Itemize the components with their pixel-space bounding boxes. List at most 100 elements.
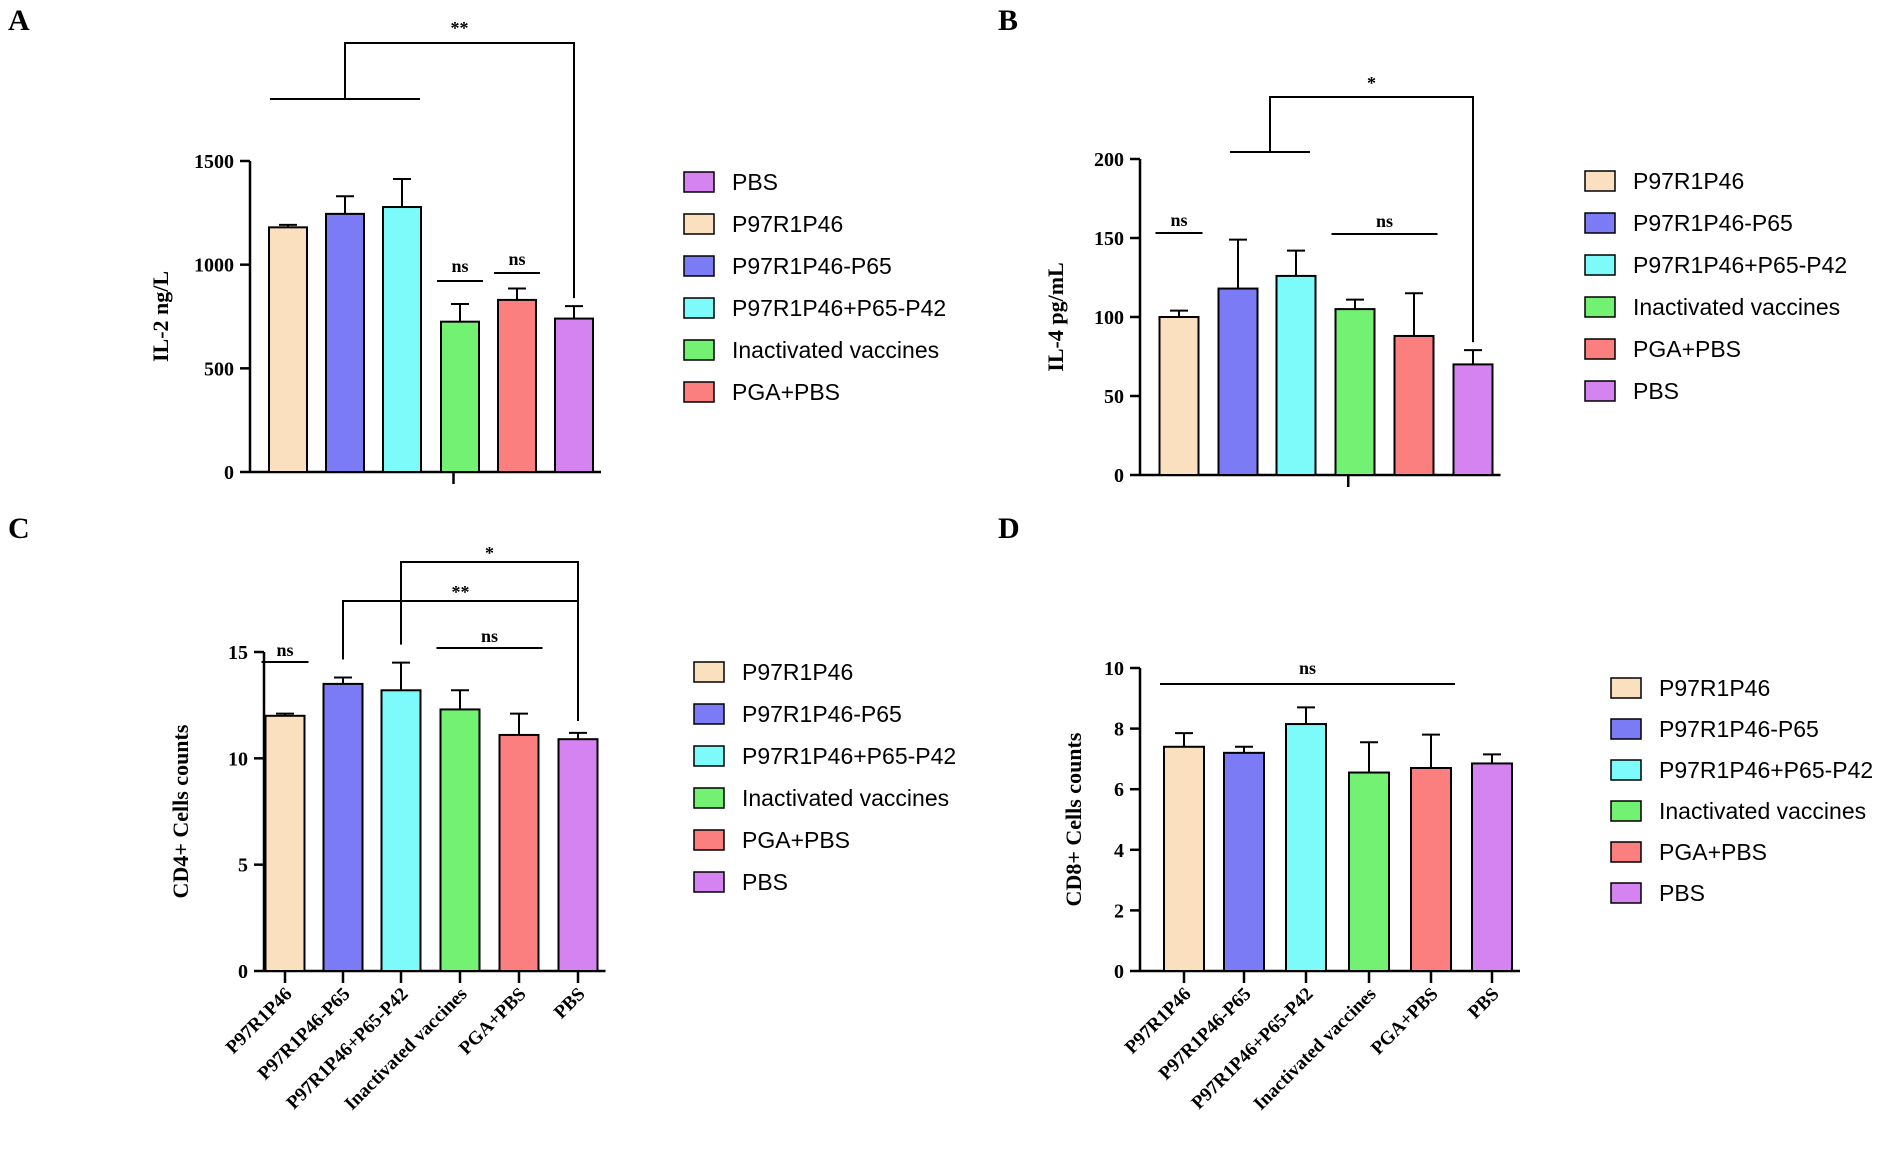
legend-label: P97R1P46+P65-P42 [742, 743, 956, 769]
panel-letter: B [998, 4, 1018, 37]
significance-label: ns [508, 249, 525, 269]
legend-label: PBS [1633, 378, 1679, 404]
legend-swatch-pga-pbs [683, 381, 715, 403]
legend-label: P97R1P46-P65 [1659, 716, 1819, 742]
y-tick-label: 100 [1094, 307, 1124, 329]
bar-pbs [1471, 762, 1513, 972]
legend-swatch-p97r1p46-p65 [683, 255, 715, 277]
bar-p97r1p46-p65-p42 [1275, 274, 1317, 477]
legend-swatch-p97r1p46 [1584, 170, 1616, 192]
x-tick-label: P97R1P46+P65-P42 [1188, 984, 1318, 1114]
legend-swatch-p97r1p46 [693, 661, 725, 683]
legend-swatch-inactivated-vaccines [1610, 800, 1642, 822]
panel-c: C 0 5 10 15 CD4+ Cells counts P97R1P46 P97R1P46… [8, 512, 956, 1115]
bar-inactivated-vaccines [440, 320, 480, 473]
significance-label: ns [1299, 658, 1316, 678]
legend-label: P97R1P46+P65-P42 [1659, 757, 1873, 783]
significance-bracket [1269, 96, 1474, 343]
bar-pbs [557, 738, 599, 973]
panel-d: D 0 2 4 6 8 10 CD8+ Cells counts P97R1P46 P97R1P4… [998, 512, 1873, 1115]
bar-p97r1p46-p65-p42 [380, 689, 422, 973]
significance-label: * [1367, 73, 1376, 93]
x-tick-label: PGA+PBS [1367, 984, 1443, 1060]
legend-swatch-p97r1p46-p65-p42 [1610, 759, 1642, 781]
legend-label: P97R1P46 [742, 659, 853, 685]
bar-p97r1p46-p65 [1223, 751, 1265, 973]
bar-p97r1p46 [1163, 745, 1205, 973]
y-tick-label: 50 [1104, 386, 1124, 408]
legend-swatch-p97r1p46-p65-p42 [693, 745, 725, 767]
legend-label: PGA+PBS [1633, 336, 1741, 362]
legend-label: Inactivated vaccines [742, 785, 949, 811]
significance-label: ** [452, 582, 470, 602]
legend-label: PGA+PBS [742, 827, 850, 853]
legend-swatch-pga-pbs [1610, 841, 1642, 863]
y-tick-label: 1000 [194, 255, 234, 277]
bar-p97r1p46 [264, 714, 306, 972]
y-axis-label: IL-2 ng/L [148, 271, 173, 362]
panel-b: B 0 50 100 150 200 IL-4 pg/mL ns ns * P97R1P46 P97R… [998, 4, 1847, 487]
legend-swatch-p97r1p46 [683, 213, 715, 235]
panel-letter: A [8, 4, 30, 37]
legend-swatch-p97r1p46-p65 [1584, 212, 1616, 234]
bar-p97r1p46-p65 [1217, 287, 1259, 476]
legend-label: P97R1P46 [1633, 168, 1744, 194]
legend-label: Inactivated vaccines [732, 337, 939, 363]
legend-swatch-pga-pbs [1584, 338, 1616, 360]
y-axis-label: IL-4 pg/mL [1043, 262, 1068, 371]
legend-label: P97R1P46+P65-P42 [732, 295, 946, 321]
bar-inactivated-vaccines [1348, 771, 1390, 972]
panel-letter: D [998, 512, 1020, 545]
legend-label: P97R1P46 [732, 211, 843, 237]
y-tick-label: 10 [228, 748, 248, 770]
panel-a: A 0 500 1000 1500 IL-2 ng/L ns ns ** PBS P97R1P46 P… [8, 4, 946, 484]
legend-label: PGA+PBS [1659, 839, 1767, 865]
y-tick-label: 0 [1114, 465, 1124, 487]
y-tick-label: 15 [228, 642, 248, 664]
bar-p97r1p46 [268, 226, 308, 473]
legend-swatch-inactivated-vaccines [683, 339, 715, 361]
x-tick-label: Inactivated vaccines [1250, 984, 1381, 1115]
bar-p97r1p46 [1158, 316, 1200, 476]
legend-swatch-pbs [1584, 380, 1616, 402]
panel-letter: C [8, 512, 30, 545]
y-tick-label: 0 [238, 961, 248, 983]
y-tick-label: 8 [1114, 719, 1124, 741]
legend-label: PBS [742, 869, 788, 895]
significance-label: ns [451, 256, 468, 276]
y-tick-label: 0 [224, 462, 234, 484]
legend-swatch-p97r1p46 [1610, 677, 1642, 699]
legend-label: P97R1P46-P65 [732, 253, 892, 279]
y-tick-label: 4 [1114, 840, 1124, 862]
significance-label: ** [451, 18, 469, 38]
legend-swatch-p97r1p46-p65-p42 [683, 297, 715, 319]
significance-bracket [400, 561, 579, 721]
bar-p97r1p46-p65-p42 [1285, 723, 1327, 972]
legend-swatch-pga-pbs [693, 829, 725, 851]
legend-label: Inactivated vaccines [1633, 294, 1840, 320]
significance-bracket [344, 42, 575, 299]
legend-swatch-pbs [683, 171, 715, 193]
legend-label: PGA+PBS [732, 379, 840, 405]
significance-label: ns [481, 626, 498, 646]
significance-label: ns [1376, 211, 1393, 231]
bar-p97r1p46-p65 [322, 682, 364, 973]
bar-pga-pbs [497, 298, 537, 473]
bar-pbs [554, 317, 594, 473]
y-tick-label: 1500 [194, 151, 234, 173]
legend-swatch-pbs [1610, 882, 1642, 904]
y-tick-label: 150 [1094, 228, 1124, 250]
y-tick-label: 500 [204, 358, 234, 380]
y-axis-label: CD4+ Cells counts [168, 724, 193, 898]
legend-swatch-inactivated-vaccines [1584, 296, 1616, 318]
y-tick-label: 5 [238, 855, 248, 877]
legend-swatch-p97r1p46-p65 [1610, 718, 1642, 740]
legend-label: P97R1P46-P65 [1633, 210, 1793, 236]
bar-inactivated-vaccines [1334, 308, 1376, 476]
x-tick-label: PBS [1464, 984, 1503, 1023]
legend-swatch-p97r1p46-p65-p42 [1584, 254, 1616, 276]
bar-p97r1p46-p65-p42 [382, 206, 422, 473]
bar-pbs [1452, 363, 1494, 476]
legend-label: P97R1P46 [1659, 675, 1770, 701]
